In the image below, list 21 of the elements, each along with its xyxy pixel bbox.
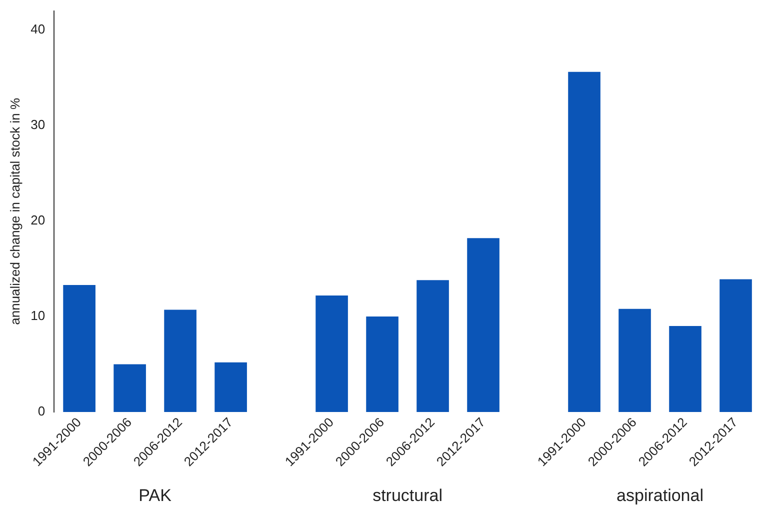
bar <box>618 308 651 412</box>
bar <box>214 362 247 412</box>
bar <box>316 295 348 412</box>
bar <box>467 238 500 412</box>
y-tick-label: 40 <box>30 21 46 36</box>
y-tick-label: 0 <box>38 404 46 419</box>
bar <box>568 72 600 412</box>
text: PAK <box>138 486 172 505</box>
bar <box>114 364 146 412</box>
y-tick-label: 20 <box>30 212 46 228</box>
y-tick-label: 30 <box>30 117 46 132</box>
bar <box>63 284 96 412</box>
text: structural <box>372 486 442 505</box>
y-axis-title: annualized change in capital stock in % <box>7 98 22 325</box>
text: aspirational <box>616 486 704 505</box>
bar <box>720 279 752 412</box>
bar <box>164 310 196 412</box>
bar <box>366 316 398 412</box>
bar <box>669 326 702 412</box>
bar <box>416 280 449 412</box>
y-tick-label: 10 <box>30 308 46 324</box>
